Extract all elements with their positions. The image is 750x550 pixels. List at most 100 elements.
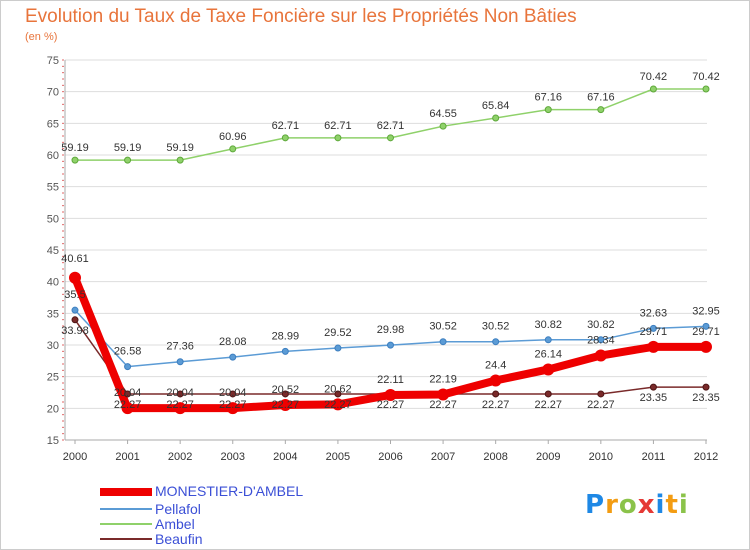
y-tick-label: 40 — [47, 277, 59, 289]
data-label: 29.71 — [692, 326, 720, 338]
data-point — [281, 390, 289, 398]
data-point — [702, 322, 710, 330]
data-label: 28.99 — [272, 330, 300, 342]
legend-label-pellafol: Pellafol — [155, 501, 201, 517]
data-label: 30.82 — [587, 319, 615, 331]
data-label: 22.27 — [219, 399, 247, 411]
data-label: 28.34 — [587, 335, 615, 347]
data-label: 62.71 — [272, 120, 300, 132]
data-label: 20.04 — [166, 387, 194, 399]
data-label: 24.4 — [485, 359, 506, 371]
data-point — [702, 383, 710, 391]
data-point — [597, 106, 605, 114]
data-label: 70.42 — [640, 71, 668, 83]
y-tick-label: 75 — [47, 55, 59, 67]
data-label: 40.61 — [61, 253, 89, 265]
data-point — [439, 122, 447, 130]
data-label: 29.52 — [324, 327, 352, 339]
data-point — [124, 363, 132, 371]
data-label: 27.36 — [166, 341, 194, 353]
legend-label-beaufin: Beaufin — [155, 531, 203, 547]
data-label: 26.14 — [534, 348, 562, 360]
x-tick-label: 2001 — [115, 451, 139, 463]
data-label: 22.27 — [587, 399, 615, 411]
data-point — [647, 340, 660, 353]
data-point — [174, 402, 187, 415]
data-label: 29.71 — [640, 326, 668, 338]
data-point — [176, 156, 184, 164]
y-tick-label: 35 — [47, 308, 59, 320]
data-point — [124, 156, 132, 164]
data-label: 22.19 — [429, 373, 457, 385]
data-point — [71, 156, 79, 164]
x-tick-label: 2007 — [431, 451, 455, 463]
data-point — [542, 363, 555, 376]
logo-letter: x — [637, 490, 656, 520]
data-label: 22.27 — [377, 399, 405, 411]
logo-letter: r — [605, 490, 619, 520]
data-label: 32.95 — [692, 305, 720, 317]
data-point — [121, 402, 134, 415]
y-tick-label: 65 — [47, 118, 59, 130]
y-tick-label: 25 — [47, 372, 59, 384]
data-label: 20.04 — [219, 387, 247, 399]
logo-letter: P — [585, 490, 606, 520]
data-label: 35.5 — [64, 289, 85, 301]
x-tick-label: 2008 — [483, 451, 507, 463]
data-point — [649, 383, 657, 391]
logo-letter: o — [618, 490, 638, 520]
data-label: 67.16 — [587, 92, 615, 104]
x-tick-label: 2011 — [642, 451, 666, 463]
data-point — [387, 134, 394, 142]
data-point — [702, 85, 710, 93]
data-point — [437, 388, 450, 401]
y-tick-label: 50 — [47, 213, 59, 225]
data-point — [492, 390, 500, 398]
data-label: 67.16 — [534, 92, 562, 104]
data-point — [281, 134, 289, 142]
data-label: 22.27 — [114, 399, 142, 411]
data-point — [176, 390, 184, 398]
data-label: 22.27 — [272, 399, 300, 411]
data-point — [229, 145, 237, 153]
data-label: 30.82 — [534, 319, 562, 331]
x-tick-label: 2010 — [589, 451, 613, 463]
legend-swatch-pellafol — [100, 508, 152, 510]
data-label: 23.35 — [692, 392, 720, 404]
data-label: 59.19 — [61, 142, 89, 154]
data-point — [544, 106, 552, 114]
data-label: 20.52 — [272, 384, 300, 396]
legend-swatch-monestier — [100, 488, 152, 496]
data-point — [281, 347, 289, 355]
x-tick-label: 2012 — [694, 451, 718, 463]
data-label: 59.19 — [166, 142, 194, 154]
data-label: 70.42 — [692, 71, 720, 83]
legend-label-ambel: Ambel — [155, 516, 195, 532]
y-tick-label: 30 — [47, 340, 59, 352]
data-point — [331, 398, 344, 411]
data-label: 32.63 — [640, 307, 668, 319]
y-unit-label: (en %) — [25, 31, 58, 43]
data-label: 22.11 — [377, 374, 404, 386]
y-tick-label: 55 — [47, 182, 59, 194]
legend-label-monestier: MONESTIER-D'AMBEL — [155, 483, 304, 499]
x-tick-label: 2006 — [378, 451, 402, 463]
data-point — [649, 324, 657, 332]
y-tick-label: 60 — [47, 150, 59, 162]
legend-swatch-ambel — [100, 523, 152, 525]
data-label: 23.35 — [640, 392, 668, 404]
data-point — [334, 344, 342, 352]
legend-swatch-beaufin — [100, 538, 152, 540]
y-tick-label: 15 — [47, 435, 59, 447]
x-tick-label: 2005 — [326, 451, 350, 463]
y-tick-label: 20 — [47, 403, 59, 415]
data-point — [71, 316, 79, 324]
data-label: 60.96 — [219, 131, 247, 143]
data-point — [124, 390, 132, 398]
x-tick-label: 2002 — [168, 451, 192, 463]
logo-letter: i — [655, 490, 666, 520]
data-point — [544, 390, 552, 398]
x-tick-label: 2000 — [63, 451, 87, 463]
data-label: 20.62 — [324, 383, 352, 395]
